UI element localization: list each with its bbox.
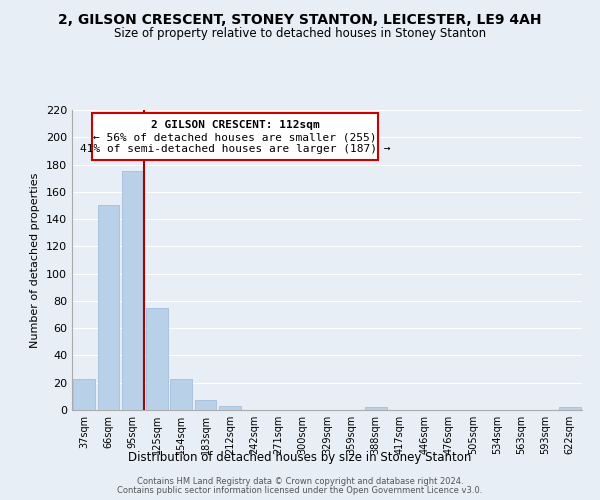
Text: 2, GILSON CRESCENT, STONEY STANTON, LEICESTER, LE9 4AH: 2, GILSON CRESCENT, STONEY STANTON, LEIC… [58, 12, 542, 26]
Bar [146, 308, 168, 410]
Text: Distribution of detached houses by size in Stoney Stanton: Distribution of detached houses by size … [128, 451, 472, 464]
Bar [365, 408, 386, 410]
Y-axis label: Number of detached properties: Number of detached properties [31, 172, 40, 348]
Bar [73, 378, 95, 410]
Text: Contains HM Land Registry data © Crown copyright and database right 2024.: Contains HM Land Registry data © Crown c… [137, 477, 463, 486]
Bar [194, 400, 217, 410]
Text: Size of property relative to detached houses in Stoney Stanton: Size of property relative to detached ho… [114, 28, 486, 40]
Text: 2 GILSON CRESCENT: 112sqm: 2 GILSON CRESCENT: 112sqm [151, 120, 320, 130]
Bar [559, 408, 581, 410]
Bar [219, 406, 241, 410]
Bar [170, 378, 192, 410]
Bar [122, 172, 143, 410]
Text: ← 56% of detached houses are smaller (255): ← 56% of detached houses are smaller (25… [94, 132, 377, 142]
FancyBboxPatch shape [92, 113, 378, 160]
Text: Contains public sector information licensed under the Open Government Licence v3: Contains public sector information licen… [118, 486, 482, 495]
Text: 41% of semi-detached houses are larger (187) →: 41% of semi-detached houses are larger (… [80, 144, 391, 154]
Bar [97, 206, 119, 410]
